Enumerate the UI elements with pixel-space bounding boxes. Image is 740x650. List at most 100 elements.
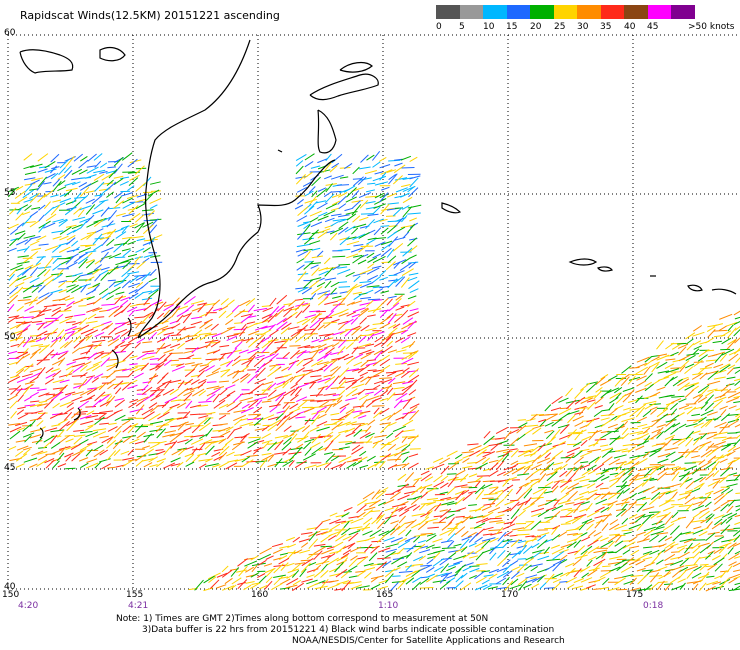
- wind-barb: [679, 558, 689, 567]
- wind-barb: [238, 349, 249, 354]
- wind-barb: [38, 204, 46, 211]
- wind-barb: [218, 403, 229, 409]
- wind-barb: [516, 563, 527, 573]
- wind-barb: [714, 563, 723, 572]
- wind-barb: [348, 558, 358, 568]
- wind-barb: [226, 333, 239, 338]
- wind-barb: [351, 444, 361, 451]
- wind-barb: [367, 375, 380, 379]
- wind-barb: [663, 505, 675, 512]
- wind-barb: [352, 176, 364, 187]
- wind-barb: [50, 327, 59, 335]
- wind-barb: [347, 565, 358, 572]
- wind-barb: [143, 254, 154, 258]
- wind-barb: [634, 513, 646, 523]
- wind-barb: [21, 373, 33, 378]
- wind-barb: [379, 172, 387, 181]
- wind-barb: [503, 430, 512, 441]
- wind-barb: [699, 582, 707, 592]
- wind-barb: [380, 441, 390, 450]
- wind-barb: [107, 383, 115, 390]
- wind-barb: [455, 469, 466, 476]
- wind-barb: [257, 559, 267, 566]
- wind-barb: [338, 214, 350, 218]
- wind-barb: [190, 438, 204, 445]
- wind-barb: [352, 233, 366, 241]
- wind-barb: [394, 276, 404, 284]
- wind-barb: [324, 193, 335, 204]
- wind-barb: [304, 464, 317, 469]
- wind-barb: [496, 521, 505, 524]
- legend-swatch: [483, 5, 507, 19]
- wind-barb: [233, 332, 245, 335]
- wind-barb: [446, 450, 458, 457]
- wind-barb: [387, 295, 397, 299]
- wind-barb: [24, 171, 37, 175]
- wind-barb: [544, 538, 553, 543]
- wind-barb: [52, 257, 59, 265]
- wind-barb: [559, 433, 572, 440]
- wind-barb: [317, 290, 331, 295]
- wind-barb: [712, 477, 727, 481]
- wind-barb: [546, 471, 558, 482]
- wind-barb: [366, 285, 380, 288]
- wind-barb: [250, 555, 259, 561]
- wind-barb: [72, 216, 86, 221]
- wind-barb: [311, 359, 323, 367]
- wind-barb: [510, 460, 519, 466]
- wind-barb: [85, 258, 95, 264]
- wind-barb: [359, 371, 369, 377]
- wind-barb: [59, 341, 69, 349]
- wind-barb: [380, 290, 390, 294]
- wind-barb: [609, 466, 622, 470]
- wind-barb: [356, 504, 367, 514]
- wind-barb: [586, 483, 596, 489]
- wind-barb: [59, 159, 70, 169]
- wind-barb: [524, 564, 532, 571]
- wind-barb: [379, 316, 391, 324]
- wind-barb: [446, 510, 461, 513]
- wind-barb: [45, 394, 58, 402]
- wind-barb: [407, 261, 419, 264]
- wind-barb: [587, 395, 597, 398]
- wind-barb: [518, 544, 528, 555]
- wind-barb: [587, 545, 600, 554]
- wind-barb: [651, 418, 661, 427]
- lat-label: 50: [4, 332, 16, 342]
- wind-barb: [544, 481, 554, 487]
- wind-barb: [261, 400, 272, 403]
- wind-barb: [412, 563, 424, 566]
- wind-barb: [220, 298, 229, 306]
- wind-barb: [16, 445, 29, 451]
- wind-barb: [693, 483, 704, 490]
- wind-barb: [237, 582, 246, 585]
- legend-label: 25: [554, 22, 566, 32]
- wind-barb: [735, 508, 740, 512]
- wind-barb: [255, 337, 265, 348]
- wind-barb: [240, 323, 247, 331]
- wind-barb: [650, 530, 664, 536]
- wind-barb: [297, 250, 309, 257]
- wind-barb: [58, 218, 68, 224]
- wind-barb: [672, 532, 683, 542]
- wind-barb: [73, 335, 81, 343]
- wind-barb: [212, 299, 221, 307]
- wind-barb: [564, 510, 574, 517]
- wind-barb: [304, 160, 314, 168]
- wind-barb: [352, 200, 361, 209]
- wind-barb: [43, 222, 56, 229]
- wind-barb: [621, 433, 630, 440]
- wind-barb: [273, 557, 282, 561]
- wind-barb: [475, 576, 487, 584]
- wind-barb: [361, 522, 371, 532]
- wind-barb: [373, 331, 385, 336]
- wind-barb: [363, 517, 373, 525]
- wind-barb: [367, 314, 376, 317]
- wind-barb: [316, 188, 328, 198]
- wind-barb: [496, 567, 508, 573]
- wind-barb: [338, 455, 352, 463]
- wind-barb: [308, 530, 321, 537]
- wind-barb: [288, 460, 295, 467]
- wind-barb: [155, 359, 168, 368]
- wind-barb: [599, 570, 612, 578]
